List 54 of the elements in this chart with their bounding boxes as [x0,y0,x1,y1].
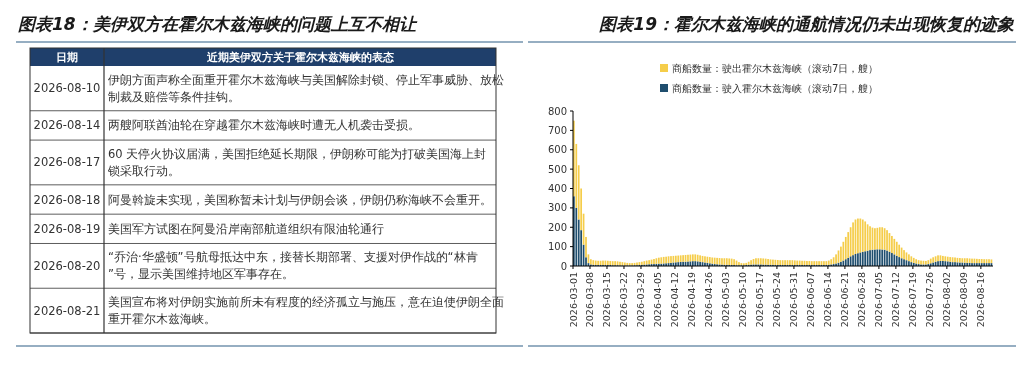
x-tick-label: 2026-05-10 [737,272,749,328]
y-tick-label: 200 [547,221,567,233]
text: 近期美伊双方关于霍尔木兹海峡的表态 [205,50,395,64]
x-tick-label: 2026-03-01 [567,272,579,328]
y-tick-label: 100 [547,241,567,253]
y-tick-label: 0 [560,260,567,272]
x-tick-label: 2026-06-28 [856,272,868,328]
category-label: 2026-08-20 [33,258,101,273]
text: 两艘阿联酋油轮在穿越霍尔木兹海峡时遭无人机袭击受损。 [108,118,420,133]
x-tick-label: 2026-04-05 [652,272,664,328]
text: 阿曼斡旋未实现，美国称暂未计划与伊朗会谈，伊朗仍称海峡不会重开。 [108,192,492,207]
x-tick-label: 2026-08-16 [975,272,987,328]
x-tick-label: 2026-07-19 [907,272,919,328]
x-tick-label: 2026-04-12 [669,272,681,328]
x-tick-label: 2026-05-17 [754,272,766,328]
x-tick-label: 2026-04-26 [703,272,715,328]
x-tick-label: 2026-06-21 [839,272,851,328]
x-tick-label: 2026-06-14 [822,272,834,328]
category-label: 2026-08-10 [33,81,101,96]
text: 伊朗方面声称全面重开霍尔木兹海峡与美国解除封锁、停止军事威胁、放松制裁及赔偿等条件挂钩。 [108,72,504,104]
x-tick-label: 2026-07-12 [890,272,902,328]
x-tick-label: 2026-04-19 [686,272,698,328]
x-tick-label: 2026-08-02 [941,272,953,328]
x-tick-label: 2026-07-05 [873,272,885,328]
category-label: 2026-08-19 [33,221,101,236]
y-tick-label: 300 [547,202,567,214]
text: 60 天停火协议届满，美国拒绝延长期限，伊朗称可能为打破美国海上封锁采取行动。 [107,146,487,178]
x-tick-label: 2026-03-22 [618,272,630,328]
y-tick-label: 800 [547,105,567,117]
x-tick-label: 2026-06-07 [805,272,817,328]
x-tick-label: 2026-05-31 [788,272,800,328]
x-tick-label: 2026-05-24 [771,272,783,328]
category-label: 2026-08-17 [33,155,101,170]
text: 美国宣布将对伊朗实施前所未有程度的经济孤立与施压，意在迫使伊朗全面重开霍尔木兹海峡。 [108,295,504,327]
x-tick-label: 2026-03-08 [584,272,596,328]
category-label: 2026-08-18 [33,192,101,207]
x-tick-label: 2026-05-03 [720,272,732,328]
category-label: 2026-08-21 [33,303,101,318]
text: 图表18：美伊双方在霍尔木兹海峡的问题上互不相让 [18,14,418,34]
x-tick-label: 2026-03-15 [601,272,613,328]
y-tick-label: 400 [547,183,567,194]
text: 美国军方试图在阿曼沿岸南部航道组织有限油轮通行 [108,221,384,236]
x-tick-label: 2026-08-09 [958,272,970,328]
x-tick-label: 2026-03-29 [635,272,647,328]
text: 日期 [56,50,78,64]
legend-label: 商船数量：驶入霍尔木兹海峡（滚动7日，艘） [672,82,879,94]
chart-title: 图表19：霍尔木兹海峡的通航情况仍未出现恢复的迹象 [599,14,1015,34]
legend-label: 商船数量：驶出霍尔木兹海峡（滚动7日，艘） [672,62,879,74]
x-tick-label: 2026-07-26 [924,272,936,328]
text: “乔治·华盛顿”号航母抵达中东，接替长期部署、支援对伊作战的“林肯”号，显示美国维持地区军事存在。 [108,250,478,282]
y-tick-label: 700 [547,124,567,136]
category-label: 2026-08-14 [33,118,101,133]
y-tick-label: 600 [547,144,567,156]
y-tick-label: 500 [547,163,567,175]
